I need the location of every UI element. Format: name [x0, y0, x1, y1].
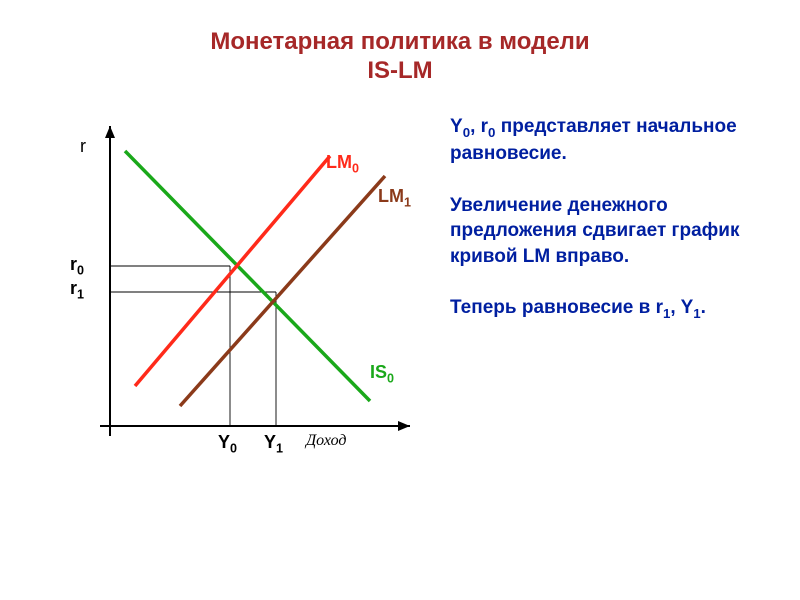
line-label-IS0: IS0	[370, 362, 394, 386]
y-axis-label: r	[80, 136, 86, 157]
x-axis-label: Доход	[306, 432, 346, 450]
tick-label-0: r0	[70, 254, 84, 278]
page-title: Монетарная политика в модели IS-LM	[0, 0, 800, 106]
is-lm-chart: r Доход r0r1 Y0 Y1 IS0 LM0 LM1	[40, 106, 440, 486]
content-row: r Доход r0r1 Y0 Y1 IS0 LM0 LM1 Y0, r0 представл…	[0, 106, 800, 486]
description-text: Y0, r0 представляет начальное равновесие…	[440, 106, 760, 486]
tick-label-2: Y0	[218, 432, 237, 456]
line-label-LM0: LM0	[326, 152, 359, 176]
chart-svg	[40, 106, 440, 486]
line-label-LM1: LM1	[378, 186, 411, 210]
tick-label-3: Y1	[264, 432, 283, 456]
tick-label-1: r1	[70, 278, 84, 302]
